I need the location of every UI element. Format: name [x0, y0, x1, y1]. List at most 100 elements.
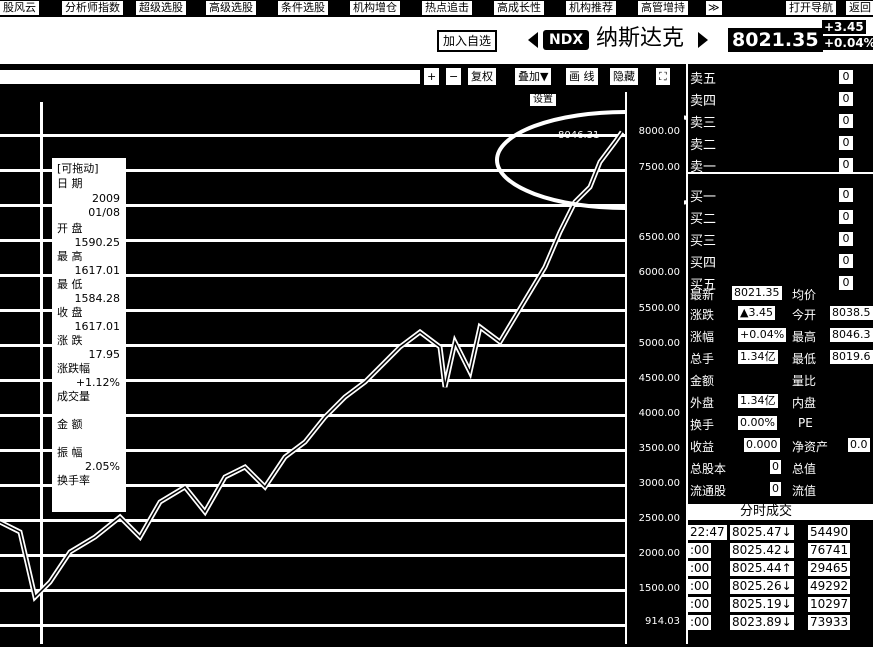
- y-tick-label: 5500.00: [638, 303, 680, 314]
- sell-level-2-label: 卖四: [690, 94, 717, 109]
- nav-item-institution-increase[interactable]: 机构增仓: [350, 1, 400, 15]
- symbol-name: 纳斯达克: [596, 26, 685, 51]
- trade-row: :00 8025.26↓ 49292: [688, 578, 873, 596]
- open-value: 8038.5: [830, 306, 873, 320]
- top-navigation-bar: 股风云 分析师指数 超级选股 高级选股 条件选股 机构增仓 热点追击 高成长性 …: [0, 0, 873, 18]
- high-value: 8046.3: [830, 328, 873, 342]
- nav-item-executive-increase[interactable]: 高管增持: [638, 1, 688, 15]
- turnover-label: 换手: [690, 418, 715, 432]
- buy-level-4-volume: 0: [839, 254, 853, 268]
- prev-symbol-icon[interactable]: [528, 32, 538, 48]
- grid-line: [0, 309, 627, 312]
- open-value: 1590.25: [74, 236, 121, 249]
- y-tick-label: 5000.00: [638, 338, 680, 349]
- chart-toolbar: + − 复权 叠加▼ 画 线 隐藏 ⛶: [0, 64, 686, 90]
- trade-vol: 49292: [808, 579, 851, 594]
- y-tick-label: 4500.00: [638, 373, 680, 384]
- float-mv-label: 流值: [792, 484, 817, 498]
- sell-level-4-volume: 0: [839, 136, 853, 150]
- pct-value: +0.04%: [738, 328, 787, 342]
- y-tick-label: 2000.00: [638, 548, 680, 559]
- total-mv-label: 总值: [792, 462, 817, 476]
- grid-line: [0, 204, 627, 207]
- y-tick-label: 7500.00: [638, 162, 680, 173]
- draw-line-button[interactable]: 画 线: [566, 68, 598, 85]
- trade-row: :00 8025.19↓ 10297: [688, 596, 873, 614]
- nav-item-open-navigation[interactable]: 打开导航: [786, 1, 836, 15]
- sell-level-4-label: 卖二: [690, 138, 717, 153]
- y-tick-label: 3000.00: [638, 478, 680, 489]
- sell-level-2-volume: 0: [839, 92, 853, 106]
- adjust-button[interactable]: 复权: [468, 68, 496, 85]
- date-label: 日 期: [57, 177, 83, 190]
- nav-item-gufengyun[interactable]: 股风云: [0, 1, 39, 15]
- volume-ratio-label: 量比: [792, 374, 817, 388]
- grid-line: [0, 519, 627, 522]
- high-label: 最高: [792, 330, 817, 344]
- change-pct-label: 涨跌幅: [57, 362, 90, 375]
- inner-disk-label: 内盘: [792, 396, 817, 410]
- expand-icon[interactable]: ⛶: [656, 68, 670, 85]
- zoom-in-button[interactable]: +: [424, 68, 440, 85]
- grid-line: [0, 344, 627, 347]
- buy-level-2-label: 买二: [690, 212, 717, 227]
- trade-price: 8025.26↓: [730, 579, 794, 594]
- overlay-button[interactable]: 叠加▼: [515, 68, 552, 85]
- trade-price: 8025.47↓: [730, 525, 794, 540]
- amplitude-label: 振 幅: [57, 446, 83, 459]
- add-to-watchlist-button[interactable]: 加入自选: [437, 30, 498, 52]
- y-tick-label: 6000.00: [638, 267, 680, 278]
- title-change-pct: +0.04%: [822, 36, 873, 50]
- trade-row: 22:47 8025.47↓ 54490: [688, 524, 873, 542]
- zoom-out-button[interactable]: −: [446, 68, 462, 85]
- close-label: 收 盘: [57, 306, 83, 319]
- grid-line: [0, 554, 627, 557]
- y-tick-label: 4000.00: [638, 408, 680, 419]
- total-shares-value: 0: [770, 460, 781, 474]
- nav-item-hot-spot[interactable]: 热点追击: [422, 1, 472, 15]
- nav-item-advanced-stock-pick[interactable]: 高级选股: [206, 1, 256, 15]
- nav-item-return[interactable]: 返回: [846, 1, 873, 15]
- latest-label: 最新: [690, 288, 715, 302]
- hide-button[interactable]: 隐藏: [610, 68, 638, 85]
- y-tick-label: 3500.00: [638, 443, 680, 454]
- quote-panel: 卖五 0 卖四 0 卖三 0 卖二 0 卖一 0 买一 0 买二 0 买三 0 买四 0 买五 0 最新 8021.3…: [686, 64, 873, 644]
- pct-label: 涨幅: [690, 330, 715, 344]
- low-label: 最 低: [57, 278, 83, 291]
- trade-vol: 54490: [808, 525, 851, 540]
- high-value: 1617.01: [74, 264, 121, 277]
- trade-row: :00 8025.44↑ 29465: [688, 560, 873, 578]
- nav-scroll-icon[interactable]: ≫: [706, 1, 722, 15]
- left-axis-line: [40, 102, 43, 644]
- grid-line: [0, 169, 627, 172]
- grid-line: [0, 239, 627, 242]
- next-symbol-icon[interactable]: [698, 32, 708, 48]
- turnover-label: 换手率: [57, 474, 90, 487]
- nav-item-condition-stock-pick[interactable]: 条件选股: [278, 1, 328, 15]
- nav-item-institution-recommend[interactable]: 机构推荐: [566, 1, 616, 15]
- ohlc-info-box[interactable]: [可拖动] 日 期 2009 01/08 开 盘 1590.25 最 高 161…: [52, 158, 126, 512]
- nav-item-super-stock-pick[interactable]: 超级选股: [136, 1, 186, 15]
- latest-value: 8021.35: [732, 286, 782, 300]
- trade-vol: 76741: [808, 543, 851, 558]
- y-tick-label: 1500.00: [638, 583, 680, 594]
- trade-vol: 73933: [808, 615, 851, 630]
- sell-level-3-label: 卖三: [690, 116, 717, 131]
- symbol-code: NDX: [543, 30, 590, 50]
- amount-label: 金额: [690, 374, 715, 388]
- trade-time: 22:47: [688, 525, 727, 540]
- trade-time: :00: [688, 597, 712, 612]
- nav-item-analyst-index[interactable]: 分析师指数: [62, 1, 123, 15]
- grid-line: [0, 274, 627, 277]
- sell-level-3-volume: 0: [839, 114, 853, 128]
- nav-item-high-growth[interactable]: 高成长性: [494, 1, 544, 15]
- open-label: 今开: [792, 308, 817, 322]
- trades-title: 分时成交: [740, 504, 793, 519]
- trade-price: 8023.89↓: [730, 615, 794, 630]
- low-value: 1584.28: [74, 292, 121, 305]
- price-axis-border: [625, 92, 627, 644]
- chart-settings-tab[interactable]: 设置: [530, 94, 556, 106]
- amplitude-value: 2.05%: [85, 460, 120, 473]
- trade-row: :00 8025.42↓ 76741: [688, 542, 873, 560]
- nav-label: 净资产: [792, 440, 829, 454]
